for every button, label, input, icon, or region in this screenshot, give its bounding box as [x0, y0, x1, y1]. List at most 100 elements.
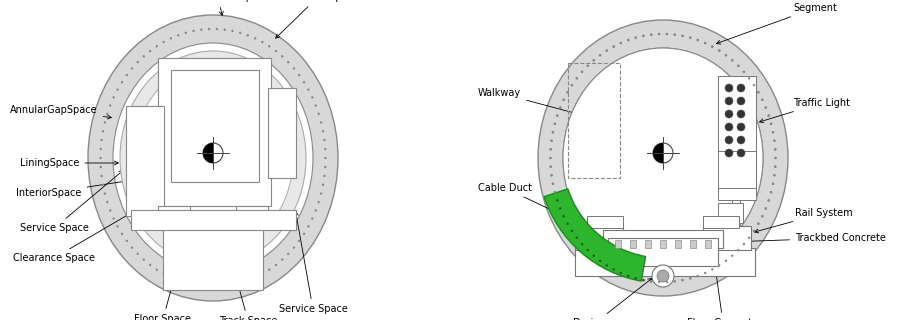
Circle shape [136, 61, 139, 63]
Circle shape [737, 65, 739, 67]
Circle shape [566, 222, 569, 225]
Circle shape [559, 106, 562, 109]
Circle shape [551, 183, 554, 185]
Circle shape [156, 45, 158, 47]
Circle shape [156, 268, 158, 271]
Circle shape [711, 268, 714, 271]
Circle shape [581, 243, 583, 245]
Circle shape [322, 130, 324, 132]
Circle shape [627, 39, 629, 41]
Circle shape [772, 131, 774, 133]
Bar [630, 240, 636, 248]
Circle shape [682, 35, 683, 37]
Circle shape [169, 276, 172, 279]
Circle shape [682, 279, 683, 281]
Circle shape [718, 49, 721, 52]
Circle shape [208, 286, 211, 288]
Circle shape [666, 33, 668, 35]
Circle shape [673, 280, 676, 283]
Circle shape [627, 275, 629, 277]
Circle shape [571, 230, 573, 232]
Circle shape [556, 199, 559, 202]
Circle shape [143, 259, 145, 261]
Circle shape [100, 166, 102, 168]
Circle shape [586, 65, 589, 67]
Circle shape [323, 175, 325, 177]
Circle shape [725, 54, 727, 56]
Circle shape [772, 183, 774, 185]
Bar [703, 216, 739, 228]
Circle shape [287, 253, 289, 255]
Circle shape [593, 59, 594, 61]
Circle shape [718, 264, 721, 267]
Circle shape [653, 143, 673, 163]
Bar [690, 240, 696, 248]
Circle shape [774, 148, 777, 150]
Circle shape [298, 74, 300, 76]
Circle shape [703, 42, 706, 44]
Circle shape [322, 184, 324, 186]
Circle shape [711, 45, 714, 48]
Circle shape [593, 59, 594, 61]
Circle shape [650, 280, 652, 283]
Circle shape [718, 49, 721, 52]
Circle shape [627, 275, 629, 277]
Circle shape [149, 264, 151, 266]
Circle shape [657, 270, 669, 282]
Circle shape [682, 279, 683, 281]
Text: Segment: Segment [716, 3, 837, 44]
Circle shape [314, 104, 317, 107]
Circle shape [642, 279, 645, 281]
Circle shape [571, 230, 573, 232]
Circle shape [761, 99, 764, 101]
Circle shape [566, 91, 569, 93]
Circle shape [599, 54, 601, 56]
Text: Service Space: Service Space [20, 170, 123, 233]
Circle shape [748, 77, 750, 79]
Circle shape [673, 34, 676, 36]
Circle shape [718, 264, 721, 267]
Circle shape [731, 59, 734, 61]
Circle shape [109, 104, 112, 107]
Bar [660, 240, 666, 248]
Circle shape [559, 207, 562, 210]
Circle shape [562, 215, 565, 217]
Circle shape [177, 279, 180, 282]
Circle shape [562, 215, 565, 217]
Circle shape [571, 84, 573, 86]
Circle shape [116, 88, 119, 91]
Ellipse shape [88, 15, 338, 301]
Circle shape [768, 199, 770, 202]
Circle shape [131, 246, 133, 249]
Circle shape [689, 277, 692, 279]
Text: Rail System: Rail System [755, 208, 853, 233]
Circle shape [100, 148, 102, 150]
Circle shape [711, 45, 714, 48]
Bar [718, 188, 756, 200]
Circle shape [113, 96, 114, 99]
Circle shape [550, 157, 551, 159]
Bar [131, 210, 296, 230]
Circle shape [586, 65, 589, 67]
Circle shape [650, 280, 652, 283]
Circle shape [311, 96, 313, 99]
Circle shape [125, 240, 128, 242]
Circle shape [689, 36, 692, 39]
Circle shape [593, 254, 594, 257]
Circle shape [774, 157, 777, 159]
Circle shape [551, 174, 552, 176]
Circle shape [635, 277, 637, 279]
Circle shape [696, 39, 699, 41]
Text: Traffic Light: Traffic Light [759, 98, 850, 123]
Circle shape [774, 165, 777, 168]
Circle shape [298, 240, 300, 242]
Circle shape [689, 277, 692, 279]
Circle shape [216, 286, 218, 288]
Circle shape [200, 285, 202, 287]
Circle shape [773, 140, 776, 142]
Circle shape [758, 222, 759, 225]
Text: InteriorSpace: InteriorSpace [16, 179, 129, 198]
Circle shape [635, 36, 637, 39]
Circle shape [551, 131, 554, 133]
Circle shape [737, 84, 745, 92]
